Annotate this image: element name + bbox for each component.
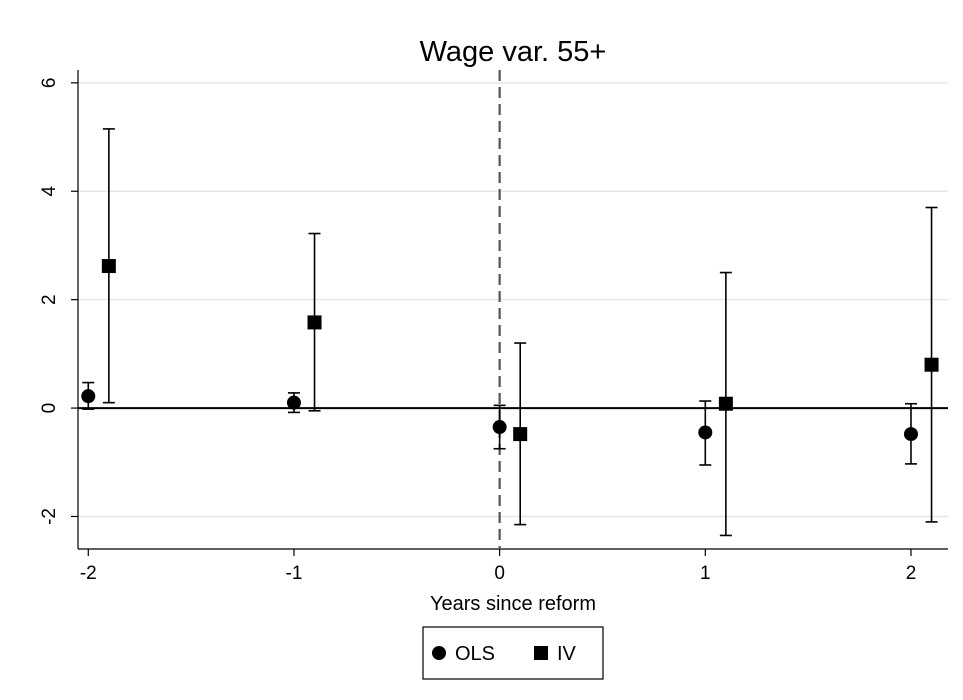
data-point xyxy=(924,357,939,372)
data-point xyxy=(286,395,301,410)
x-tick-label: 0 xyxy=(494,563,505,584)
chart-title: Wage var. 55+ xyxy=(420,36,607,68)
legend-marker-iv xyxy=(534,646,548,660)
reference-lines xyxy=(78,70,948,549)
y-tick-label: 6 xyxy=(39,78,60,89)
x-axis-label: Years since reform xyxy=(430,593,596,615)
data-series xyxy=(81,128,939,537)
data-point xyxy=(307,315,322,330)
y-tick-label: 2 xyxy=(39,294,60,305)
data-point xyxy=(903,427,918,442)
data-point xyxy=(81,389,96,404)
legend-marker-ols xyxy=(432,646,446,660)
legend-label-ols: OLS xyxy=(455,643,495,665)
legend-box xyxy=(422,626,604,680)
series-ols xyxy=(81,381,918,466)
data-point xyxy=(698,425,713,440)
x-tick-label: 1 xyxy=(700,563,711,584)
data-point xyxy=(513,427,528,442)
axes: -2 0 2 4 6 -2 -1 0 1 2 xyxy=(39,70,948,584)
x-tick-label: 2 xyxy=(906,563,917,584)
y-tick-label: -2 xyxy=(39,508,60,525)
data-point xyxy=(718,396,733,411)
y-tick-label: 0 xyxy=(39,403,60,414)
legend: OLS IV xyxy=(422,626,604,680)
series-iv xyxy=(101,128,939,537)
x-tick-label: -2 xyxy=(80,563,97,584)
legend-label-iv: IV xyxy=(557,643,577,665)
data-point xyxy=(101,259,116,274)
x-tick-label: -1 xyxy=(286,563,303,584)
y-tick-label: 4 xyxy=(39,186,60,197)
data-point xyxy=(492,420,507,435)
